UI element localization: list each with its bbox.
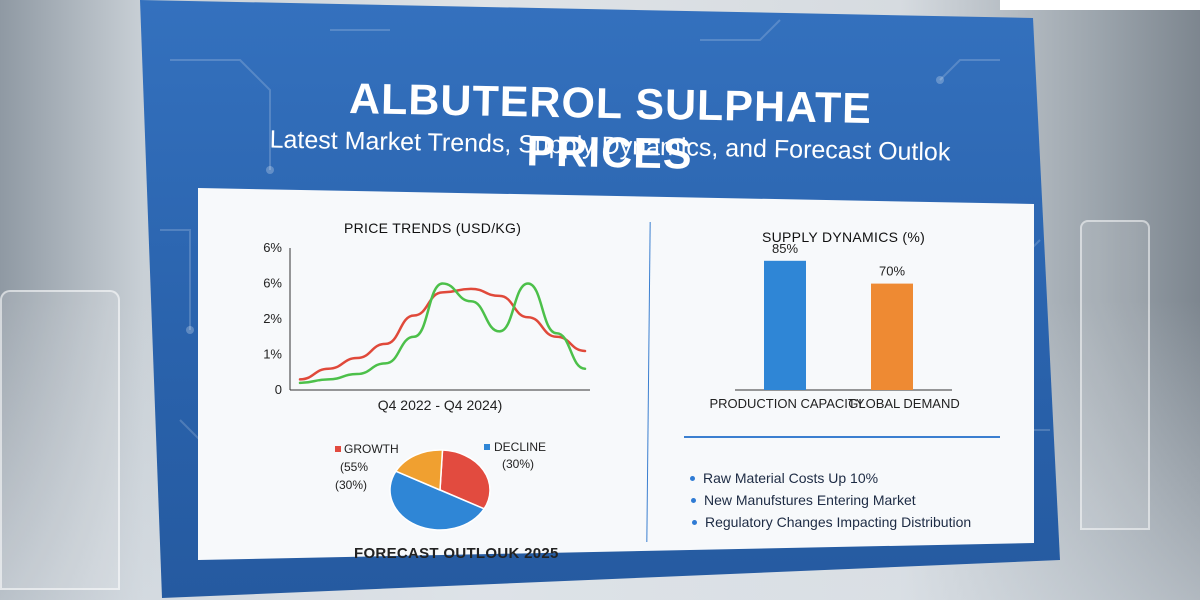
pie-annotation: GROWTH <box>344 442 399 456</box>
y-tick-label: 6% <box>263 276 282 291</box>
bar-chart-title: SUPPLY DYNAMICS (%) <box>762 229 926 245</box>
y-tick-label: 1% <box>263 347 282 362</box>
bullet-icon <box>690 475 695 481</box>
legend-swatch <box>484 444 490 450</box>
pie-annotation: (30%) <box>502 457 534 471</box>
pie-chart-title: FORECAST OUTLOUK 2025 <box>354 545 559 562</box>
series-line <box>298 287 587 381</box>
y-tick-label: 0 <box>275 382 282 397</box>
pie-slice <box>389 470 486 531</box>
background-glassware-right <box>1080 220 1150 530</box>
pie-annotation: DECLINE <box>494 440 546 454</box>
bar-value-label: 70% <box>879 264 905 279</box>
horizontal-divider <box>684 436 1000 438</box>
bullet-icon <box>691 497 696 503</box>
background-glassware-left <box>0 290 120 590</box>
pie-annotation: (30%) <box>335 478 367 492</box>
background-white-strip <box>1000 0 1200 10</box>
key-point: Regulatory Changes Impacting Distributio… <box>692 514 971 530</box>
bar <box>871 283 913 390</box>
pie-slice <box>394 449 444 492</box>
bar-category-label: GLOBAL DEMAND <box>848 396 960 411</box>
key-point-text: Regulatory Changes Impacting Distributio… <box>705 514 972 530</box>
key-point: New Manufstures Entering Market <box>691 492 971 508</box>
series-line <box>298 282 587 385</box>
key-point: Raw Material Costs Up 10% <box>690 470 971 486</box>
pie-slice <box>439 449 491 510</box>
y-tick-label: 6% <box>263 240 282 255</box>
bar-category-label: PRODUCTION CAPACITY <box>709 396 864 411</box>
key-point-text: Raw Material Costs Up 10% <box>703 470 879 486</box>
bullet-icon <box>692 519 697 525</box>
line-chart-title: PRICE TRENDS (USD/KG) <box>344 220 522 236</box>
pie-annotation: (55% <box>340 460 368 474</box>
legend-swatch <box>335 446 341 452</box>
bar-value-label: 85% <box>772 241 798 256</box>
key-points-list: Raw Material Costs Up 10% New Manufsture… <box>690 470 971 536</box>
key-point-text: New Manufstures Entering Market <box>704 492 916 508</box>
y-tick-label: 2% <box>263 311 282 326</box>
bar <box>764 260 806 390</box>
x-axis-label: Q4 2022 - Q4 2024) <box>378 397 503 413</box>
